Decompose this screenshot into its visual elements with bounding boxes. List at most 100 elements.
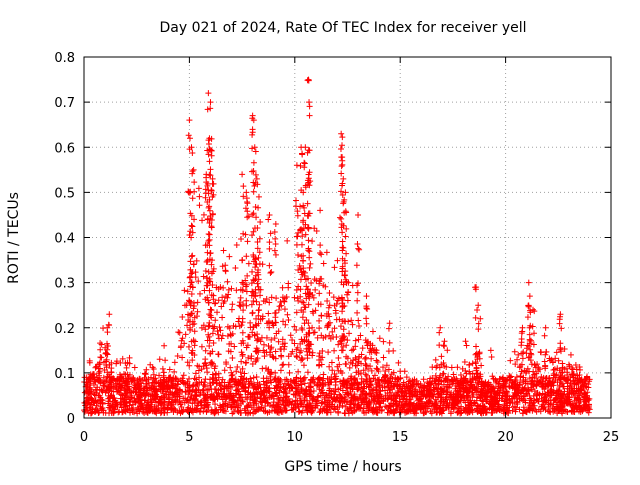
- data-point: [105, 321, 112, 328]
- data-point: [328, 359, 335, 366]
- data-point: [553, 349, 560, 356]
- data-point: [215, 351, 222, 358]
- data-point: [241, 370, 248, 377]
- data-point: [559, 360, 566, 367]
- data-point: [90, 382, 97, 389]
- data-point: [374, 358, 381, 365]
- data-point: [197, 290, 204, 297]
- data-point: [162, 357, 169, 364]
- data-point: [206, 231, 213, 238]
- data-point: [250, 374, 257, 381]
- data-point: [355, 317, 362, 324]
- data-point: [195, 185, 202, 192]
- data-point: [182, 331, 189, 338]
- data-point: [462, 338, 469, 345]
- data-point: [215, 286, 222, 293]
- data-point: [317, 207, 324, 214]
- data-point: [316, 374, 323, 381]
- y-tick-label: 0.8: [54, 51, 75, 66]
- data-point: [228, 285, 235, 292]
- data-point: [314, 334, 321, 341]
- data-point: [339, 244, 346, 251]
- data-point: [106, 311, 113, 318]
- data-point: [463, 342, 470, 349]
- data-point: [576, 392, 583, 399]
- data-point: [354, 309, 361, 316]
- data-point: [233, 368, 240, 375]
- data-point: [174, 352, 181, 359]
- data-point: [175, 329, 182, 336]
- data-point: [326, 290, 333, 297]
- data-point: [245, 333, 252, 340]
- data-point: [234, 364, 241, 371]
- data-point: [250, 159, 257, 166]
- data-point: [542, 324, 549, 331]
- data-point: [255, 276, 262, 283]
- data-point: [301, 159, 308, 166]
- data-point: [242, 360, 249, 367]
- data-point: [156, 356, 163, 363]
- data-point: [493, 378, 500, 385]
- data-point: [206, 319, 213, 326]
- data-point: [244, 208, 251, 215]
- data-point: [343, 225, 350, 232]
- data-point: [531, 330, 538, 337]
- data-point: [355, 245, 362, 252]
- data-point: [342, 189, 349, 196]
- data-point: [337, 146, 344, 153]
- data-point: [330, 294, 337, 301]
- data-point: [472, 314, 479, 321]
- data-point: [380, 338, 387, 345]
- data-point: [97, 346, 104, 353]
- data-point: [279, 362, 286, 369]
- data-point: [477, 315, 484, 322]
- data-point: [255, 312, 262, 319]
- data-point: [239, 171, 246, 178]
- data-point: [257, 218, 264, 225]
- data-point: [304, 369, 311, 376]
- data-point: [279, 284, 286, 291]
- data-point: [117, 359, 124, 366]
- data-point: [354, 297, 361, 304]
- data-point: [229, 301, 236, 308]
- data-point: [238, 235, 245, 242]
- data-point: [349, 321, 356, 328]
- data-point: [249, 131, 256, 138]
- data-point: [193, 313, 200, 320]
- data-point: [355, 354, 362, 361]
- data-point: [255, 307, 262, 314]
- data-point: [286, 369, 293, 376]
- data-point: [338, 130, 345, 137]
- data-point: [352, 343, 359, 350]
- data-point: [302, 144, 309, 151]
- y-axis-label: ROTI / TECUs: [6, 192, 22, 284]
- data-point: [266, 245, 273, 252]
- data-point: [201, 379, 208, 386]
- y-tick-label: 0.5: [54, 186, 75, 201]
- data-point: [226, 253, 233, 260]
- data-point: [386, 339, 393, 346]
- data-point: [445, 373, 452, 380]
- data-point: [189, 150, 196, 157]
- data-point: [221, 298, 228, 305]
- data-point: [239, 329, 246, 336]
- data-point: [305, 225, 312, 232]
- data-point: [543, 348, 550, 355]
- data-point: [189, 357, 196, 364]
- data-point: [247, 375, 254, 382]
- data-point: [240, 183, 247, 190]
- y-tick-label: 0.3: [54, 277, 75, 292]
- data-point: [266, 239, 273, 246]
- data-point: [302, 231, 309, 238]
- data-point: [186, 135, 193, 142]
- x-tick-label: 10: [287, 430, 304, 445]
- data-point: [181, 340, 188, 347]
- data-point: [364, 342, 371, 349]
- data-point: [143, 366, 150, 373]
- data-point: [344, 337, 351, 344]
- data-point: [335, 354, 342, 361]
- data-point: [420, 376, 427, 383]
- data-point: [205, 204, 212, 211]
- data-point: [415, 396, 422, 403]
- data-point: [298, 241, 305, 248]
